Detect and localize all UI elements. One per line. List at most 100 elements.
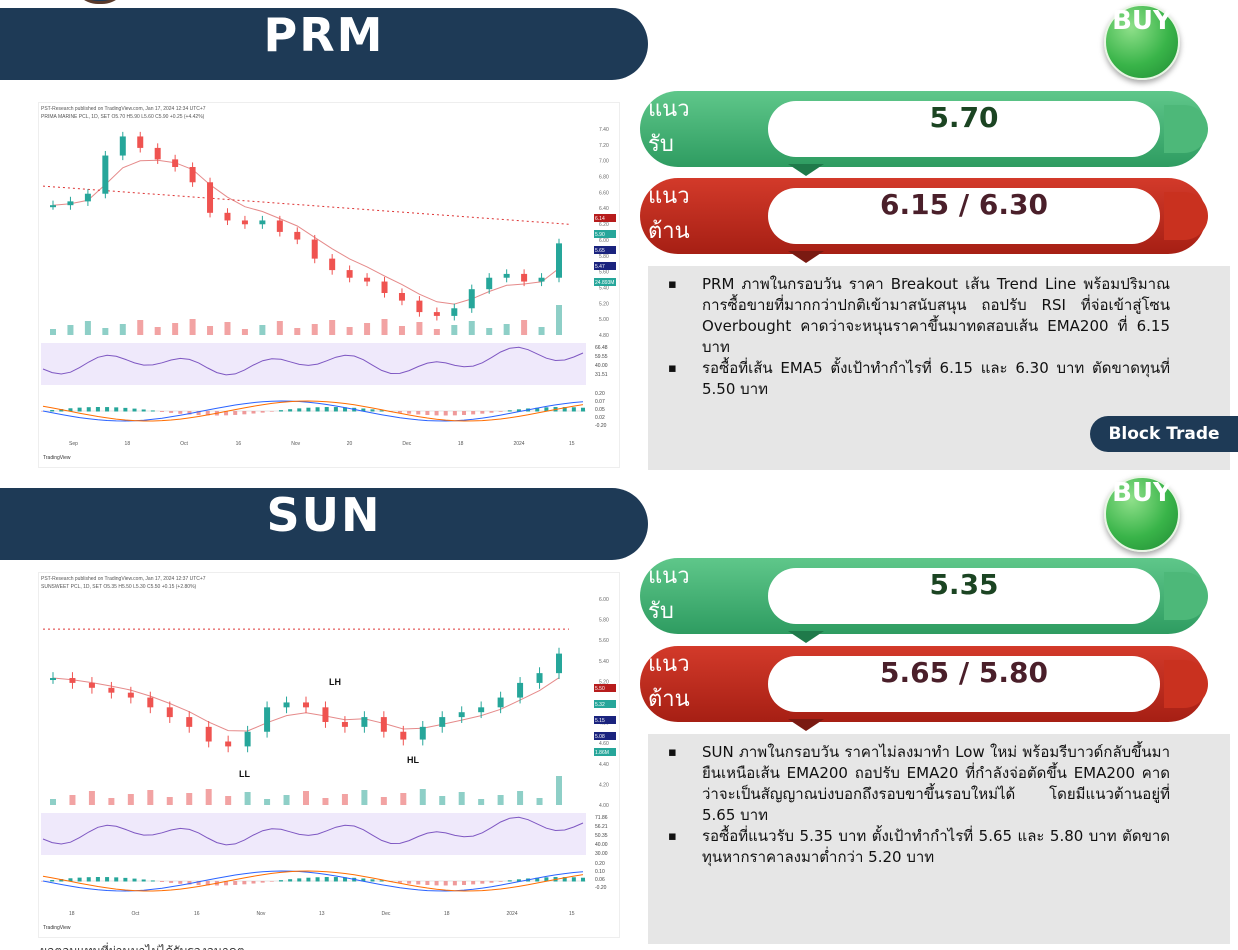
- macd-histogram-bar: [178, 411, 183, 414]
- candle: [276, 220, 283, 232]
- x-tick-label: Oct: [180, 441, 188, 447]
- candle: [538, 277, 545, 282]
- macd-histogram-bar: [315, 877, 320, 882]
- y-tick-label: 6.20: [599, 222, 609, 228]
- note-item: PRM ภาพในกรอบวัน ราคา Breakout เส้น Tren…: [666, 274, 1170, 358]
- y-tick-label: 5.40: [599, 285, 609, 291]
- buy-label: BUY: [1112, 6, 1172, 36]
- y-tick-label: 5.40: [599, 659, 609, 665]
- candle: [69, 678, 76, 683]
- volume-bar: [451, 325, 458, 335]
- volume-bar: [556, 305, 562, 335]
- candle: [478, 707, 485, 713]
- rsi-label: 56.21: [595, 824, 608, 830]
- volume-bar: [346, 327, 353, 335]
- y-tick-label: 4.80: [599, 333, 609, 339]
- pattern-annotation: LL: [239, 769, 250, 779]
- macd-histogram-bar: [288, 879, 293, 882]
- macd-histogram-bar: [68, 408, 73, 412]
- macd-histogram-bar: [452, 881, 457, 886]
- price-tag: [594, 230, 616, 238]
- volume-bar: [108, 798, 115, 805]
- candle: [416, 300, 423, 313]
- candle: [400, 731, 407, 740]
- candle: [497, 697, 504, 708]
- ema200-line: [42, 185, 570, 225]
- macd-histogram-bar: [159, 881, 164, 882]
- price-tag: [594, 732, 616, 740]
- volume-bar: [137, 320, 144, 335]
- ema-line: [52, 159, 560, 305]
- candle: [147, 697, 154, 708]
- macd-histogram-bar: [288, 409, 293, 412]
- price-tag-label: 5.32: [595, 702, 605, 708]
- support-value: 5.70: [929, 101, 999, 134]
- macd-histogram-bar: [260, 881, 265, 883]
- x-tick-label: 18: [444, 911, 450, 917]
- macd-histogram-bar: [489, 881, 494, 883]
- candle: [264, 707, 271, 732]
- macd-histogram-bar: [471, 411, 476, 415]
- y-tick-label: 5.60: [599, 270, 609, 276]
- candle: [329, 258, 336, 271]
- macd-histogram-bar: [297, 878, 302, 882]
- candle: [189, 167, 196, 183]
- analysis-note: SUN ภาพในกรอบวัน ราคาไม่ลงมาทำ Low ใหม่ …: [648, 734, 1230, 944]
- macd-histogram-bar: [407, 881, 412, 884]
- macd-histogram-bar: [59, 409, 64, 412]
- x-tick-label: 15: [569, 911, 575, 917]
- candle: [225, 741, 232, 747]
- volume-bar: [67, 325, 74, 335]
- support-value: 5.35: [929, 568, 999, 601]
- candle: [556, 243, 562, 278]
- rsi-label: 66.48: [595, 345, 608, 351]
- x-tick-label: 2024: [507, 911, 518, 917]
- macd-histogram-bar: [370, 879, 375, 882]
- macd-histogram-bar: [571, 877, 576, 882]
- candle: [108, 687, 115, 693]
- candle: [294, 231, 301, 240]
- price-tag: [594, 700, 616, 708]
- candle: [67, 201, 74, 206]
- macd-histogram-bar: [443, 881, 448, 886]
- x-tick-label: Dec: [402, 441, 411, 447]
- title-bar-prm: PRM: [0, 8, 648, 80]
- signal-line: [42, 400, 584, 422]
- footer-disclaimer: ผลตอบแทนที่ผ่านมาไม่ได้รับรองอนาคต: [40, 942, 340, 950]
- macd-histogram-bar: [297, 408, 302, 412]
- volume-bar: [50, 329, 56, 335]
- price-tag-label: 24.893M: [595, 280, 614, 286]
- stock-symbol: PRM: [263, 8, 385, 62]
- volume-bar: [380, 797, 387, 805]
- x-tick-label: 16: [194, 911, 200, 917]
- volume-bar: [556, 776, 562, 805]
- macd-histogram-bar: [205, 881, 210, 886]
- macd-histogram-bar: [233, 411, 238, 415]
- macd-histogram-bar: [462, 411, 467, 416]
- price-tag: [594, 684, 616, 692]
- volume-bar: [364, 323, 371, 335]
- macd-histogram-bar: [562, 877, 567, 882]
- macd-histogram-bar: [425, 411, 430, 416]
- y-tick-label: 5.80: [599, 254, 609, 260]
- y-tick-label: 7.40: [599, 127, 609, 133]
- price-tag: [594, 748, 616, 756]
- candle: [322, 707, 329, 722]
- stock-symbol: SUN: [266, 488, 382, 542]
- x-tick-label: Oct: [132, 911, 140, 917]
- macd-histogram-bar: [562, 407, 567, 412]
- rsi-label: 59.55: [595, 354, 608, 360]
- macd-histogram-bar: [397, 881, 402, 883]
- x-tick-label: Nov: [291, 441, 300, 447]
- macd-label: 0.20: [595, 391, 605, 397]
- macd-histogram-bar: [50, 410, 55, 412]
- macd-histogram-bar: [306, 877, 311, 882]
- x-tick-label: 2024: [513, 441, 524, 447]
- rsi-panel: [41, 343, 586, 385]
- block-trade-tag[interactable]: Block Trade: [1090, 416, 1238, 452]
- volume-bar: [127, 794, 134, 805]
- y-tick-label: 6.80: [599, 175, 609, 181]
- macd-histogram-bar: [498, 881, 503, 882]
- chart-header: PST-Research published on TradingView.co…: [41, 106, 206, 112]
- candle: [341, 721, 348, 727]
